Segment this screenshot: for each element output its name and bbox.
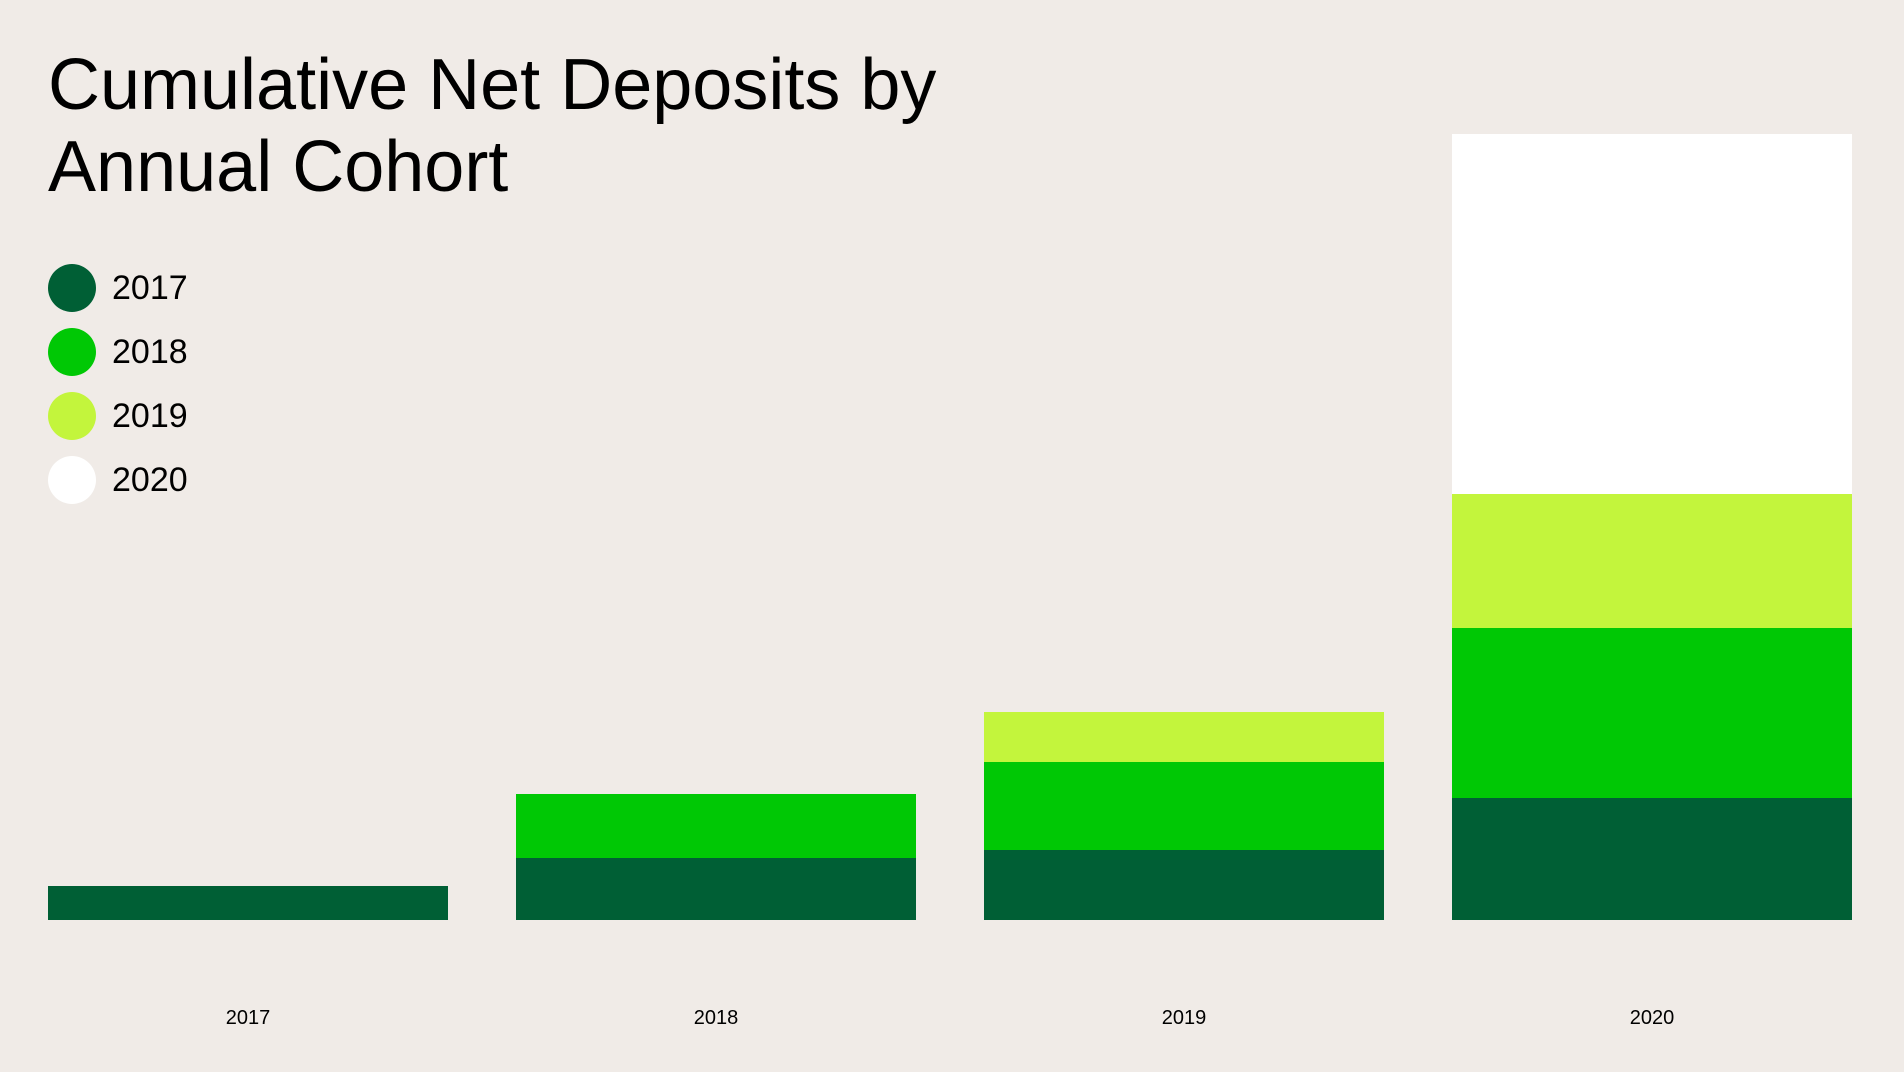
legend-label-2019: 2019 bbox=[112, 397, 188, 435]
chart-title: Cumulative Net Deposits by Annual Cohort bbox=[48, 45, 937, 207]
legend-swatch-2018 bbox=[48, 328, 96, 376]
bar-segment-2020-cohort-2020 bbox=[1452, 134, 1852, 494]
bar-segment-2019-cohort-2018 bbox=[984, 762, 1384, 850]
x-tick-label-2020: 2020 bbox=[1630, 1007, 1675, 1029]
legend-item-2019: 2019 bbox=[48, 392, 188, 440]
legend-label-2017: 2017 bbox=[112, 269, 188, 307]
x-tick-label-2017: 2017 bbox=[226, 1007, 271, 1029]
legend-item-2018: 2018 bbox=[48, 328, 188, 376]
bar-segment-2017-cohort-2017 bbox=[48, 886, 448, 920]
legend-label-2020: 2020 bbox=[112, 461, 188, 499]
x-tick-label-2018: 2018 bbox=[694, 1007, 739, 1029]
legend-swatch-2020 bbox=[48, 456, 96, 504]
bar-segment-2020-cohort-2017 bbox=[1452, 798, 1852, 920]
legend-item-2020: 2020 bbox=[48, 456, 188, 504]
bar-segment-2019-cohort-2017 bbox=[984, 850, 1384, 920]
bar-segment-2019-cohort-2019 bbox=[984, 712, 1384, 762]
legend: 2017 2018 2019 2020 bbox=[48, 264, 188, 520]
legend-swatch-2019 bbox=[48, 392, 96, 440]
bar-segment-2018-cohort-2018 bbox=[516, 794, 916, 858]
x-tick-label-2019: 2019 bbox=[1162, 1007, 1207, 1029]
legend-label-2018: 2018 bbox=[112, 333, 188, 371]
bar-segment-2018-cohort-2017 bbox=[516, 858, 916, 920]
bar-segment-2020-cohort-2018 bbox=[1452, 628, 1852, 798]
bar-segment-2020-cohort-2019 bbox=[1452, 494, 1852, 628]
legend-item-2017: 2017 bbox=[48, 264, 188, 312]
legend-swatch-2017 bbox=[48, 264, 96, 312]
